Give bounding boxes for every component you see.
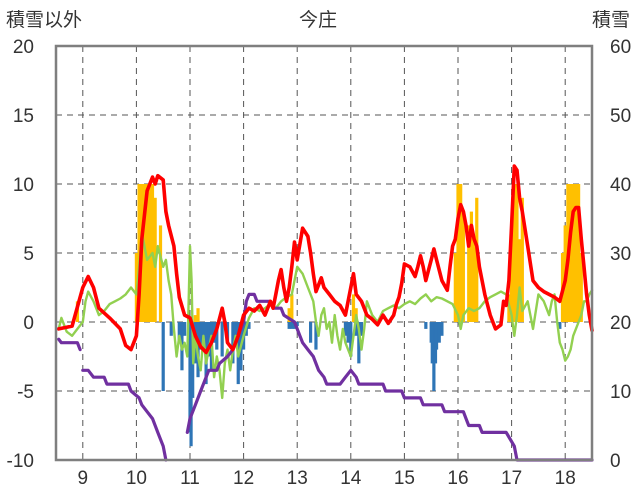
purple-line <box>57 337 82 352</box>
orange-bar <box>515 184 519 322</box>
chart-title: 今庄 <box>299 9 337 31</box>
blue-bar <box>349 322 353 357</box>
orange-bar <box>142 184 147 322</box>
blue-bar <box>295 322 299 327</box>
right-axis-title: 積雪 <box>592 9 630 31</box>
x-tick-label: 17 <box>501 468 522 489</box>
orange-bar <box>512 184 516 322</box>
blue-bar <box>207 322 211 357</box>
green-line <box>57 231 594 400</box>
blue-bar <box>357 322 361 364</box>
y-left-tick-label: 5 <box>23 244 34 265</box>
y-right-tick-label: 40 <box>610 175 631 196</box>
orange-bar <box>459 184 463 322</box>
blue-bar <box>183 322 187 336</box>
orange-bar <box>148 184 152 322</box>
y-right-tick-label: 20 <box>610 313 631 334</box>
x-tick-label: 16 <box>447 468 468 489</box>
blue-bar <box>432 322 436 391</box>
y-left-tick-label: 20 <box>13 37 34 58</box>
orange-bar <box>571 184 575 322</box>
y-right-tick-label: 60 <box>610 37 631 58</box>
orange-bar <box>467 225 471 322</box>
orange-bar <box>351 294 356 322</box>
blue-bar <box>287 322 291 329</box>
orange-bar <box>469 211 473 322</box>
blue-bar <box>231 322 235 364</box>
blue-bar <box>189 322 193 447</box>
right-axis-ticks: 60 50 40 30 20 10 0 <box>610 37 631 472</box>
blue-bar <box>314 322 318 350</box>
blue-bar <box>215 322 219 350</box>
blue-bar <box>558 322 562 329</box>
blue-bar <box>233 322 238 336</box>
blue-bar <box>440 322 444 336</box>
x-tick-label: 13 <box>287 468 308 489</box>
blue-bar <box>199 322 203 350</box>
orange-bar <box>290 294 294 322</box>
blue-bar <box>220 322 224 357</box>
purple-line <box>185 292 594 462</box>
blue-bar <box>354 322 358 336</box>
orange-bar <box>193 315 197 322</box>
blue-bar <box>343 322 348 336</box>
blue-bar <box>434 322 439 350</box>
orange-bar <box>510 225 514 322</box>
blue-bar <box>290 322 294 329</box>
orange-bar <box>520 197 524 322</box>
blue-bar <box>424 322 428 329</box>
orange-bar <box>577 184 581 322</box>
x-tick-label: 15 <box>394 468 415 489</box>
blue-bar <box>201 322 205 343</box>
orange-bar <box>145 184 149 322</box>
orange-bar <box>568 184 573 322</box>
y-left-tick-label: -10 <box>7 451 34 472</box>
blue-bar <box>161 322 165 391</box>
blue-bar <box>177 322 181 343</box>
red-line <box>56 164 594 355</box>
orange-bar <box>472 239 476 322</box>
plot-frame <box>54 44 594 462</box>
blue-bar <box>359 322 364 336</box>
x-tick-label: 10 <box>126 468 147 489</box>
y-left-tick-label: -5 <box>17 382 34 403</box>
y-right-tick-label: 30 <box>610 244 631 265</box>
orange-bar <box>196 308 200 322</box>
left-axis-title: 積雪以外 <box>6 9 82 31</box>
orange-bar <box>574 184 578 322</box>
blue-bar <box>169 322 173 336</box>
blue-bar <box>437 322 441 343</box>
x-axis-ticks: 9 10 11 12 13 14 15 16 17 18 <box>78 468 576 489</box>
orange-bar <box>518 239 522 322</box>
y-left-tick-label: 15 <box>13 106 34 127</box>
y-right-tick-label: 50 <box>610 106 631 127</box>
x-tick-label: 18 <box>555 468 576 489</box>
orange-bar <box>158 225 163 322</box>
left-axis-ticks: 20 15 10 5 0 -5 -10 <box>7 37 34 472</box>
blue-bar <box>430 322 434 364</box>
y-left-tick-label: 0 <box>23 313 34 334</box>
blue-bar <box>309 322 313 343</box>
orange-bar <box>456 184 460 322</box>
bar-series <box>75 184 583 447</box>
x-tick-label: 12 <box>233 468 254 489</box>
orange-bar <box>579 253 583 322</box>
orange-bar <box>461 211 465 322</box>
orange-bar <box>287 308 291 322</box>
x-tick-label: 9 <box>78 468 89 489</box>
x-tick-label: 11 <box>180 468 200 489</box>
y-right-tick-label: 10 <box>610 382 631 403</box>
orange-bar <box>453 253 457 322</box>
purple-line <box>81 368 168 462</box>
blue-bar <box>247 322 251 329</box>
blue-bar <box>346 322 350 343</box>
line-series <box>56 164 594 462</box>
y-right-tick-label: 0 <box>610 451 621 472</box>
y-left-tick-label: 10 <box>13 175 34 196</box>
x-tick-label: 14 <box>340 468 362 489</box>
